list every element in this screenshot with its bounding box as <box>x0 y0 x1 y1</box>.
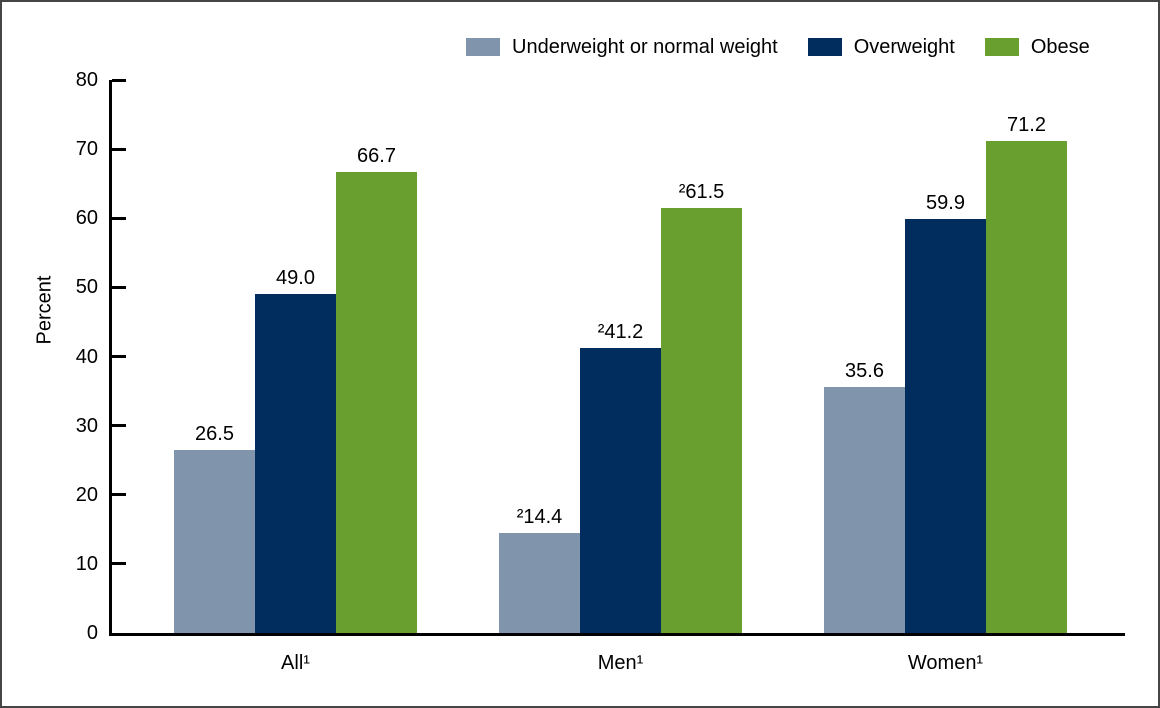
bar-group-men: ²14.4 ²41.2 ²61.5 <box>499 80 742 633</box>
legend-swatch-overweight <box>807 38 842 56</box>
legend-label: Obese <box>1030 36 1090 58</box>
bar-value-label: 49.0 <box>276 267 315 290</box>
legend-item-underweight-or-normal-weight: Underweight or normal weight <box>466 36 778 58</box>
plot-area: 26.5 49.0 66.7 ²14.4 ²41.2 ²61.5 35.6 59.9 71.2 <box>109 78 1125 636</box>
y-axis-tick-label: 30 <box>75 414 98 437</box>
bar-value-label: 59.9 <box>926 191 965 214</box>
bar-value-label: 35.6 <box>845 359 884 382</box>
legend-swatch-underweight-or-normal-weight <box>466 38 500 56</box>
y-axis-tick <box>112 78 126 82</box>
bar-value-label: ²61.5 <box>678 180 725 203</box>
legend-label: Overweight <box>853 36 955 58</box>
x-axis-category-label: All¹ <box>281 652 310 674</box>
bar-slot: 49.0 <box>255 80 336 633</box>
bar-slot: 26.5 <box>174 80 255 633</box>
y-axis-tick <box>112 355 126 358</box>
bar-slot: 59.9 <box>905 80 986 633</box>
bar-underweight-or-normal-weight-men <box>499 533 580 633</box>
bar-group-all: 26.5 49.0 66.7 <box>174 80 417 633</box>
bar-slot: ²41.2 <box>580 80 661 633</box>
bar-slot: ²61.5 <box>661 80 742 633</box>
y-axis-tick <box>112 424 126 428</box>
bar-obese-all <box>336 171 417 633</box>
bar-value-label: 26.5 <box>195 422 234 445</box>
y-axis-tick-label: 10 <box>75 552 98 575</box>
y-axis-tick-label: 0 <box>86 622 98 644</box>
x-axis-labels: All¹ Men¹ Women¹ <box>112 651 1125 681</box>
bar-obese-men <box>661 207 742 633</box>
bar-value-label: 71.2 <box>1007 113 1046 136</box>
legend-item-obese: Obese <box>984 36 1090 58</box>
y-axis-tick <box>112 216 126 220</box>
legend-label: Underweight or normal weight <box>512 36 778 58</box>
y-axis-tick <box>112 285 126 289</box>
y-axis-tick-label: 20 <box>75 483 98 506</box>
legend-swatch-obese <box>984 38 1019 56</box>
y-axis-tick-labels: 0 10 20 30 40 50 60 70 80 <box>42 69 98 644</box>
y-axis-tick-label: 50 <box>75 276 98 299</box>
bar-overweight-men <box>580 348 661 633</box>
bar-slot: ²14.4 <box>499 80 580 633</box>
y-axis-tick-label: 40 <box>75 345 98 368</box>
bar-obese-women <box>986 140 1067 633</box>
bar-overweight-women <box>905 218 986 633</box>
bar-value-label: ²14.4 <box>516 506 563 529</box>
bar-value-label: 66.7 <box>357 144 396 167</box>
bar-overweight-all <box>255 294 336 633</box>
y-axis-tick-label: 60 <box>75 207 98 230</box>
bar-underweight-or-normal-weight-all <box>174 449 255 633</box>
bar-slot: 71.2 <box>986 80 1067 633</box>
y-axis-tick-label: 70 <box>75 138 98 161</box>
bar-underweight-or-normal-weight-women <box>824 386 905 633</box>
bar-slot: 35.6 <box>824 80 905 633</box>
y-axis-tick-label: 80 <box>75 69 98 91</box>
y-axis-tick <box>112 493 126 497</box>
legend-item-overweight: Overweight <box>807 36 955 58</box>
y-axis-tick <box>112 147 126 151</box>
chart-legend: Underweight or normal weight Overweight Ob… <box>466 36 1090 58</box>
y-axis-tick <box>112 562 126 566</box>
bar-slot: 66.7 <box>336 80 417 633</box>
x-axis-category-label: Men¹ <box>597 652 644 674</box>
bar-value-label: ²41.2 <box>597 321 644 344</box>
x-axis-category-label: Women¹ <box>907 652 984 674</box>
bar-group-women: 35.6 59.9 71.2 <box>824 80 1067 633</box>
